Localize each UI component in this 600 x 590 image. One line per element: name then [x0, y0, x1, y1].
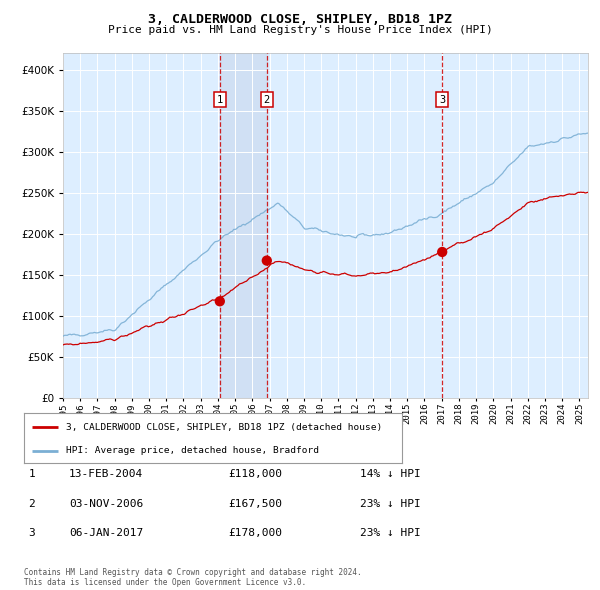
Text: 03-NOV-2006: 03-NOV-2006 — [69, 499, 143, 509]
Text: 23% ↓ HPI: 23% ↓ HPI — [360, 499, 421, 509]
Text: 1: 1 — [28, 470, 35, 479]
Text: 13-FEB-2004: 13-FEB-2004 — [69, 470, 143, 479]
Text: £118,000: £118,000 — [228, 470, 282, 479]
Text: Price paid vs. HM Land Registry's House Price Index (HPI): Price paid vs. HM Land Registry's House … — [107, 25, 493, 35]
Point — [262, 256, 272, 266]
Text: 23% ↓ HPI: 23% ↓ HPI — [360, 529, 421, 538]
Text: 2: 2 — [263, 95, 270, 104]
Text: 3, CALDERWOOD CLOSE, SHIPLEY, BD18 1PZ (detached house): 3, CALDERWOOD CLOSE, SHIPLEY, BD18 1PZ (… — [65, 422, 382, 431]
Text: HPI: Average price, detached house, Bradford: HPI: Average price, detached house, Brad… — [65, 446, 319, 455]
Text: 3, CALDERWOOD CLOSE, SHIPLEY, BD18 1PZ: 3, CALDERWOOD CLOSE, SHIPLEY, BD18 1PZ — [148, 13, 452, 26]
Point — [215, 297, 224, 306]
Text: 06-JAN-2017: 06-JAN-2017 — [69, 529, 143, 538]
Text: 2: 2 — [28, 499, 35, 509]
Text: 1: 1 — [217, 95, 223, 104]
Text: Contains HM Land Registry data © Crown copyright and database right 2024.
This d: Contains HM Land Registry data © Crown c… — [24, 568, 362, 587]
Bar — [220, 53, 267, 398]
Text: 14% ↓ HPI: 14% ↓ HPI — [360, 470, 421, 479]
Text: 3: 3 — [439, 95, 445, 104]
Text: £167,500: £167,500 — [228, 499, 282, 509]
Point — [437, 247, 447, 257]
Text: 3: 3 — [28, 529, 35, 538]
Text: £178,000: £178,000 — [228, 529, 282, 538]
